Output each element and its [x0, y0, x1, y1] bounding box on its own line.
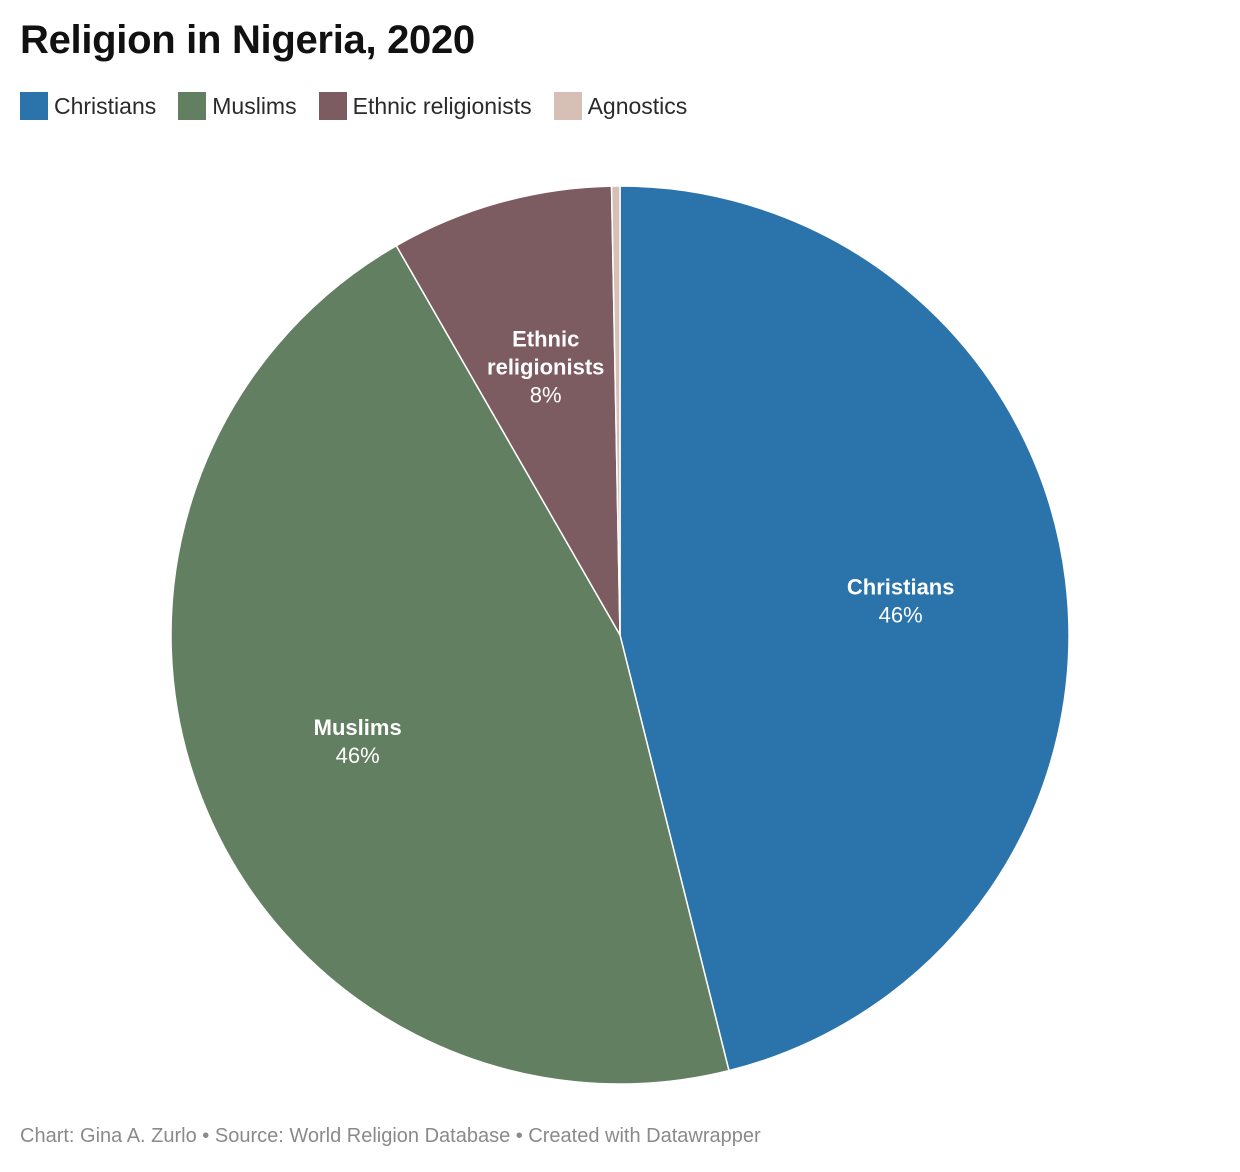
legend-item-muslims: Muslims: [178, 92, 297, 120]
legend-item-agnostics: Agnostics: [553, 92, 688, 120]
legend-label-ethnic-religionists: Ethnic religionists: [352, 92, 532, 119]
pie-slice-muslims: [170, 244, 730, 1085]
legend-label-muslims: Muslims: [212, 92, 297, 119]
slice-label-muslims: Muslims: [314, 715, 402, 740]
chart-footer: Chart: Gina A. Zurlo • Source: World Rel…: [20, 1125, 761, 1147]
legend-item-ethnic-religionists: Ethnic religionists: [318, 92, 532, 120]
pie-slice-christians: [619, 185, 1070, 1072]
slice-label-christians: Christians: [847, 574, 955, 599]
pie-slice-ethnic-religionists: [395, 185, 621, 636]
legend-swatch-ethnic-religionists: [318, 92, 347, 120]
slice-label-ethnic-religionists-line-1: Ethnic: [512, 327, 579, 352]
pie-slice-agnostics: [610, 185, 621, 636]
legend-label-christians: Christians: [54, 92, 157, 119]
chart-title: Religion in Nigeria, 2020: [20, 18, 475, 62]
legend: Christians Muslims Ethnic religionists A…: [20, 92, 687, 120]
slice-label-ethnic-religionists-line-2: religionists: [487, 355, 604, 380]
slice-value-christians: 46%: [879, 602, 923, 627]
slice-value-ethnic-religionists: 8%: [530, 383, 562, 408]
legend-item-christians: Christians: [20, 92, 156, 120]
legend-swatch-agnostics: [553, 92, 582, 120]
slice-value-muslims: 46%: [336, 743, 380, 768]
legend-swatch-muslims: [178, 92, 207, 120]
legend-label-agnostics: Agnostics: [587, 92, 688, 119]
legend-swatch-christians: [20, 92, 48, 120]
